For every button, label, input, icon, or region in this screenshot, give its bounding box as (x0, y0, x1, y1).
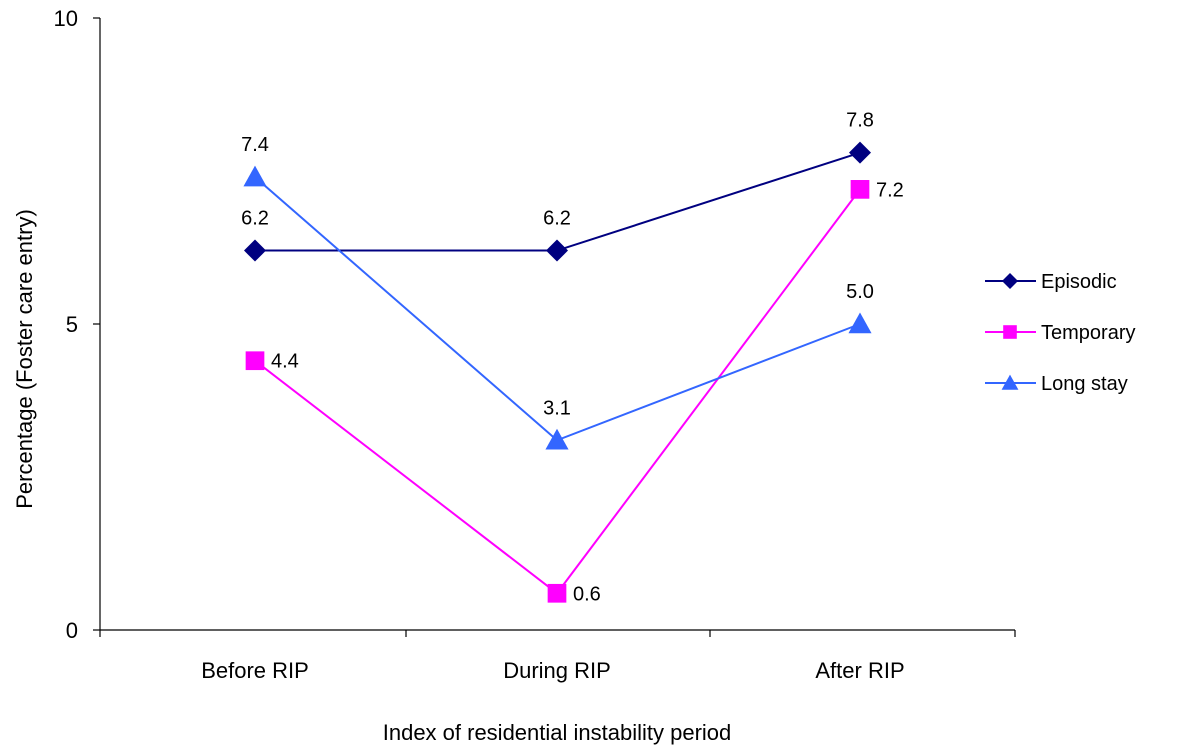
data-point (243, 165, 267, 187)
data-point (849, 141, 871, 164)
legend-item: Temporary (985, 322, 1135, 344)
data-label: 0.6 (573, 583, 601, 605)
series-temporary: 4.4 0.6 7.2 (245, 179, 904, 605)
axes: 0 5 10 Before RIP During RIP After RIP Index… (12, 6, 1016, 745)
y-ticks: 0 5 10 (54, 6, 100, 643)
y-tick-label: 5 (66, 312, 78, 337)
y-tick-label: 10 (54, 6, 78, 31)
series-long-stay: 7.4 3.1 5.0 (241, 134, 874, 450)
data-label: 4.4 (271, 351, 299, 373)
data-label: 7.8 (846, 110, 874, 132)
data-point (547, 583, 567, 603)
data-point (848, 312, 872, 334)
x-ticks: Before RIP During RIP After RIP (99, 630, 1016, 683)
data-label: 6.2 (543, 208, 571, 230)
data-label: 7.2 (876, 179, 904, 201)
data-point (850, 180, 870, 199)
data-point (244, 239, 266, 262)
x-tick-label: During RIP (503, 658, 611, 683)
x-tick-label: Before RIP (201, 658, 309, 683)
legend-marker (1003, 325, 1017, 339)
data-label: 5.0 (846, 281, 874, 303)
legend: Episodic Temporary Long stay (985, 271, 1135, 395)
legend-marker (1001, 374, 1019, 390)
legend-label: Episodic (1041, 271, 1117, 293)
legend-marker (1002, 273, 1018, 289)
legend-label: Long stay (1041, 373, 1128, 395)
y-tick-label: 0 (66, 618, 78, 643)
data-point (545, 428, 569, 450)
y-axis-title: Percentage (Foster care entry) (12, 209, 37, 509)
data-label: 6.2 (241, 208, 269, 230)
plot-area: 6.2 6.2 7.8 4.4 0.6 7.2 7.4 3.1 5.0 (241, 110, 904, 606)
data-point (245, 351, 265, 371)
x-axis-title: Index of residential instability period (383, 720, 732, 745)
series-episodic: 6.2 6.2 7.8 (241, 110, 874, 262)
data-point (546, 239, 568, 262)
data-label: 7.4 (241, 134, 269, 156)
legend-item: Long stay (985, 373, 1128, 395)
series-line (255, 151, 861, 252)
x-tick-label: After RIP (815, 658, 904, 683)
legend-item: Episodic (985, 271, 1117, 293)
legend-label: Temporary (1041, 322, 1135, 344)
data-label: 3.1 (543, 397, 571, 419)
